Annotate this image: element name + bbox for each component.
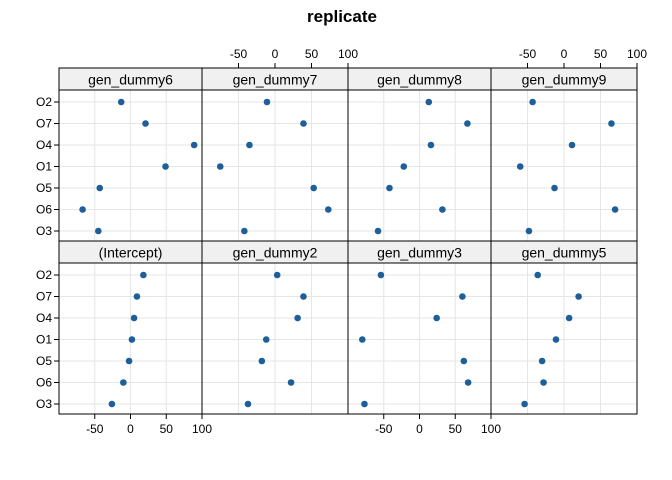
data-point — [216, 163, 224, 170]
data-point — [95, 227, 102, 235]
x-tick-label: -50 — [230, 47, 248, 61]
data-point — [258, 357, 266, 365]
data-point — [521, 400, 528, 408]
y-tick-label: O1 — [36, 160, 52, 174]
y-tick-label: O6 — [36, 203, 52, 217]
data-point — [552, 336, 560, 343]
y-tick-label: O3 — [36, 397, 52, 411]
data-point — [263, 98, 271, 106]
data-point — [565, 314, 573, 322]
y-tick-label: O4 — [36, 138, 52, 152]
data-point — [516, 163, 524, 170]
x-tick-label: 50 — [160, 422, 174, 436]
x-tick-label: 0 — [127, 422, 134, 436]
data-point — [359, 336, 366, 343]
data-point — [300, 293, 307, 300]
chart-title: replicate — [307, 7, 377, 26]
data-point — [273, 271, 281, 279]
data-point — [425, 98, 433, 106]
data-point — [464, 120, 471, 127]
data-point — [433, 314, 440, 322]
data-point — [246, 141, 253, 149]
data-point — [568, 141, 576, 149]
data-point — [241, 227, 248, 235]
data-point — [142, 120, 149, 127]
data-point — [96, 184, 104, 192]
data-point — [117, 98, 125, 106]
y-tick-label: O5 — [36, 354, 52, 368]
y-tick-label: O7 — [36, 117, 52, 131]
data-point — [386, 184, 393, 192]
y-tick-label: O4 — [36, 311, 52, 325]
x-tick-label: 50 — [305, 47, 319, 61]
y-tick-label: O5 — [36, 181, 52, 195]
data-point — [300, 120, 307, 127]
panel-strip-label: gen_dummy3 — [377, 245, 462, 261]
data-point — [611, 206, 619, 213]
y-tick-label: O7 — [36, 290, 52, 304]
data-point — [400, 163, 408, 170]
x-tick-label: 0 — [561, 47, 568, 61]
data-point — [108, 400, 116, 408]
x-tick-label: 100 — [627, 47, 647, 61]
data-point — [130, 314, 138, 322]
data-point — [324, 206, 332, 213]
y-tick-label: O1 — [36, 333, 52, 347]
data-point — [608, 120, 615, 127]
panel-strip-label: gen_dummy7 — [233, 72, 318, 88]
data-point — [464, 379, 472, 386]
data-point — [262, 336, 270, 343]
data-point — [427, 141, 435, 149]
data-point — [377, 271, 385, 279]
data-point — [294, 314, 301, 322]
data-point — [128, 336, 136, 343]
x-tick-label: -50 — [86, 422, 104, 436]
y-tick-label: O2 — [36, 95, 52, 109]
y-tick-label: O3 — [36, 224, 52, 238]
x-tick-label: 0 — [272, 47, 279, 61]
panel-strip-label: gen_dummy2 — [233, 245, 318, 261]
x-tick-label: 50 — [594, 47, 608, 61]
data-point — [540, 379, 547, 386]
x-tick-label: 100 — [192, 422, 212, 436]
panel-strip-label: gen_dummy5 — [522, 245, 607, 261]
x-tick-label: 100 — [481, 422, 501, 436]
data-point — [140, 271, 147, 279]
data-point — [439, 206, 446, 213]
data-point — [538, 357, 546, 365]
data-point — [551, 184, 558, 192]
data-point — [534, 271, 542, 279]
x-tick-label: 0 — [416, 422, 423, 436]
data-point — [361, 400, 368, 408]
panel-strip-label: gen_dummy6 — [88, 72, 173, 88]
panel-frame — [490, 262, 638, 415]
panel-strip-label: gen_dummy9 — [522, 72, 607, 88]
data-point — [460, 357, 468, 365]
data-point — [133, 293, 141, 300]
data-point — [162, 163, 169, 170]
panel-strip-label: (Intercept) — [99, 245, 163, 261]
data-point — [287, 379, 295, 386]
x-tick-label: -50 — [519, 47, 537, 61]
data-point — [459, 293, 466, 300]
data-point — [120, 379, 127, 386]
x-tick-label: 50 — [449, 422, 463, 436]
y-tick-label: O6 — [36, 376, 52, 390]
data-point — [525, 227, 533, 235]
data-point — [244, 400, 252, 408]
panel-strip-label: gen_dummy8 — [377, 72, 462, 88]
x-tick-label: -50 — [375, 422, 393, 436]
data-point — [575, 293, 582, 300]
data-point — [190, 141, 198, 149]
data-point — [310, 184, 317, 192]
x-tick-label: 100 — [338, 47, 358, 61]
data-point — [529, 98, 536, 106]
data-point — [125, 357, 133, 365]
y-tick-label: O2 — [36, 268, 52, 282]
data-point — [374, 227, 382, 235]
data-point — [79, 206, 86, 213]
